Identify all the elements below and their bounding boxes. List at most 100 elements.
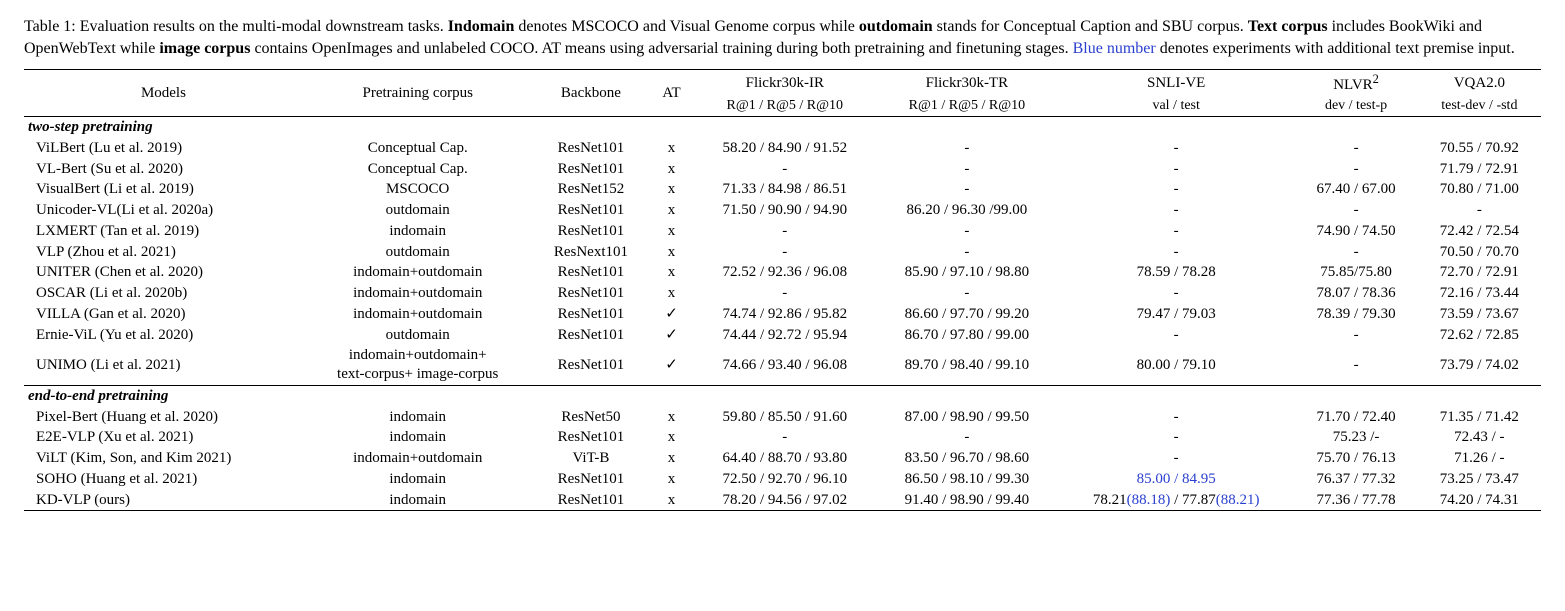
- cell-corpus: indomain+outdomain+ text-corpus+ image-c…: [303, 345, 533, 385]
- col-flickr-tr: Flickr30k-TR: [876, 70, 1058, 97]
- cell-vqa: 72.62 / 72.85: [1418, 325, 1541, 346]
- table-row: VisualBert (Li et al. 2019) MSCOCO ResNe…: [24, 179, 1541, 200]
- cell-model: VLP (Zhou et al. 2021): [24, 242, 303, 263]
- cell-ftr: -: [876, 242, 1058, 263]
- cell-ftr: 86.70 / 97.80 / 99.00: [876, 325, 1058, 346]
- cell-fir: 74.74 / 92.86 / 95.82: [694, 304, 876, 325]
- cell-snli: -: [1058, 325, 1295, 346]
- cell-snli: -: [1058, 407, 1295, 428]
- caption-outdomain: outdomain: [859, 18, 933, 35]
- cell-fir: 72.50 / 92.70 / 96.10: [694, 469, 876, 490]
- cell-corpus: indomain: [303, 221, 533, 242]
- cell-fir: 58.20 / 84.90 / 91.52: [694, 138, 876, 159]
- cell-model: Unicoder-VL(Li et al. 2020a): [24, 200, 303, 221]
- cell-at: x: [649, 242, 693, 263]
- cell-vqa: 70.55 / 70.92: [1418, 138, 1541, 159]
- cell-corpus: outdomain: [303, 242, 533, 263]
- cell-model: SOHO (Huang et al. 2021): [24, 469, 303, 490]
- cell-fir: 71.50 / 90.90 / 94.90: [694, 200, 876, 221]
- caption-imagecorpus: image corpus: [159, 40, 250, 57]
- cell-corpus: indomain+outdomain: [303, 262, 533, 283]
- cell-snli: -: [1058, 427, 1295, 448]
- cell-vqa: -: [1418, 200, 1541, 221]
- caption-indomain: Indomain: [448, 18, 515, 35]
- caption-text: contains OpenImages and unlabeled COCO. …: [250, 40, 1072, 57]
- cell-vqa: 72.43 / -: [1418, 427, 1541, 448]
- cell-nlvr: -: [1294, 138, 1417, 159]
- table-row: VLP (Zhou et al. 2021) outdomain ResNext…: [24, 242, 1541, 263]
- cell-ftr: -: [876, 427, 1058, 448]
- cell-model: UNITER (Chen et al. 2020): [24, 262, 303, 283]
- cell-vqa: 72.16 / 73.44: [1418, 283, 1541, 304]
- cell-nlvr: 77.36 / 77.78: [1294, 490, 1417, 511]
- table-row: KD-VLP (ours) indomain ResNet101 x 78.20…: [24, 490, 1541, 511]
- caption-text: denotes experiments with additional text…: [1156, 40, 1515, 57]
- cell-at: x: [649, 448, 693, 469]
- col-snli: SNLI-VE: [1058, 70, 1295, 97]
- table-row: VILLA (Gan et al. 2020) indomain+outdoma…: [24, 304, 1541, 325]
- cell-model: ViLBert (Lu et al. 2019): [24, 138, 303, 159]
- col-pretrain: Pretraining corpus: [303, 70, 533, 117]
- cell-snli: -: [1058, 200, 1295, 221]
- snli-b: (88.18): [1127, 492, 1171, 508]
- col-flickr-tr-sub: R@1 / R@5 / R@10: [876, 96, 1058, 117]
- cell-at: ✓: [649, 325, 693, 346]
- table-caption: Table 1: Evaluation results on the multi…: [24, 16, 1541, 59]
- cell-nlvr: 74.90 / 74.50: [1294, 221, 1417, 242]
- cell-model: VisualBert (Li et al. 2019): [24, 179, 303, 200]
- cell-ftr: -: [876, 283, 1058, 304]
- cell-vqa: 70.80 / 71.00: [1418, 179, 1541, 200]
- cell-snli-blue: 85.00 / 84.95: [1137, 471, 1216, 487]
- cell-corpus-line1: indomain+outdomain+: [311, 346, 525, 365]
- caption-text: Evaluation results on the multi-modal do…: [76, 18, 448, 35]
- cell-at: x: [649, 138, 693, 159]
- cell-corpus: outdomain: [303, 325, 533, 346]
- cell-backbone: ResNet101: [533, 427, 650, 448]
- cell-nlvr: -: [1294, 345, 1417, 385]
- caption-textcorpus: Text corpus: [1248, 18, 1328, 35]
- cell-ftr: 85.90 / 97.10 / 98.80: [876, 262, 1058, 283]
- table-row: OSCAR (Li et al. 2020b) indomain+outdoma…: [24, 283, 1541, 304]
- table-row: Pixel-Bert (Huang et al. 2020) indomain …: [24, 407, 1541, 428]
- cell-backbone: ResNet101: [533, 262, 650, 283]
- cell-at: x: [649, 200, 693, 221]
- cell-snli: -: [1058, 283, 1295, 304]
- cell-model: ViLT (Kim, Son, and Kim 2021): [24, 448, 303, 469]
- caption-text: denotes MSCOCO and Visual Genome corpus …: [514, 18, 858, 35]
- cell-nlvr: 75.70 / 76.13: [1294, 448, 1417, 469]
- cell-model: E2E-VLP (Xu et al. 2021): [24, 427, 303, 448]
- col-vqa-sub: test-dev / -std: [1418, 96, 1541, 117]
- cell-fir: 74.44 / 92.72 / 95.94: [694, 325, 876, 346]
- table-row: LXMERT (Tan et al. 2019) indomain ResNet…: [24, 221, 1541, 242]
- cell-fir: -: [694, 221, 876, 242]
- cell-nlvr: -: [1294, 325, 1417, 346]
- cell-backbone: ResNet101: [533, 159, 650, 180]
- cell-fir: 64.40 / 88.70 / 93.80: [694, 448, 876, 469]
- col-models: Models: [24, 70, 303, 117]
- cell-at: x: [649, 490, 693, 511]
- cell-fir: 78.20 / 94.56 / 97.02: [694, 490, 876, 511]
- cell-vqa: 72.70 / 72.91: [1418, 262, 1541, 283]
- cell-at: x: [649, 159, 693, 180]
- col-backbone: Backbone: [533, 70, 650, 117]
- cell-snli: 79.47 / 79.03: [1058, 304, 1295, 325]
- snli-d: (88.21): [1216, 492, 1260, 508]
- cell-model: KD-VLP (ours): [24, 490, 303, 511]
- cell-fir: 74.66 / 93.40 / 96.08: [694, 345, 876, 385]
- table-row: ViLBert (Lu et al. 2019) Conceptual Cap.…: [24, 138, 1541, 159]
- table-row: Unicoder-VL(Li et al. 2020a) outdomain R…: [24, 200, 1541, 221]
- cell-snli: 78.21(88.18) / 77.87(88.21): [1058, 490, 1295, 511]
- cell-ftr: 86.20 / 96.30 /99.00: [876, 200, 1058, 221]
- cell-vqa: 71.79 / 72.91: [1418, 159, 1541, 180]
- cell-snli: -: [1058, 242, 1295, 263]
- section-e2e: end-to-end pretraining: [24, 385, 1541, 406]
- cell-snli: -: [1058, 448, 1295, 469]
- cell-backbone: ViT-B: [533, 448, 650, 469]
- cell-backbone: ResNet101: [533, 325, 650, 346]
- table-row: ViLT (Kim, Son, and Kim 2021) indomain+o…: [24, 448, 1541, 469]
- cell-backbone: ResNet101: [533, 304, 650, 325]
- cell-snli: -: [1058, 138, 1295, 159]
- cell-vqa: 73.59 / 73.67: [1418, 304, 1541, 325]
- col-nlvr: NLVR2: [1294, 70, 1417, 97]
- table-row: UNITER (Chen et al. 2020) indomain+outdo…: [24, 262, 1541, 283]
